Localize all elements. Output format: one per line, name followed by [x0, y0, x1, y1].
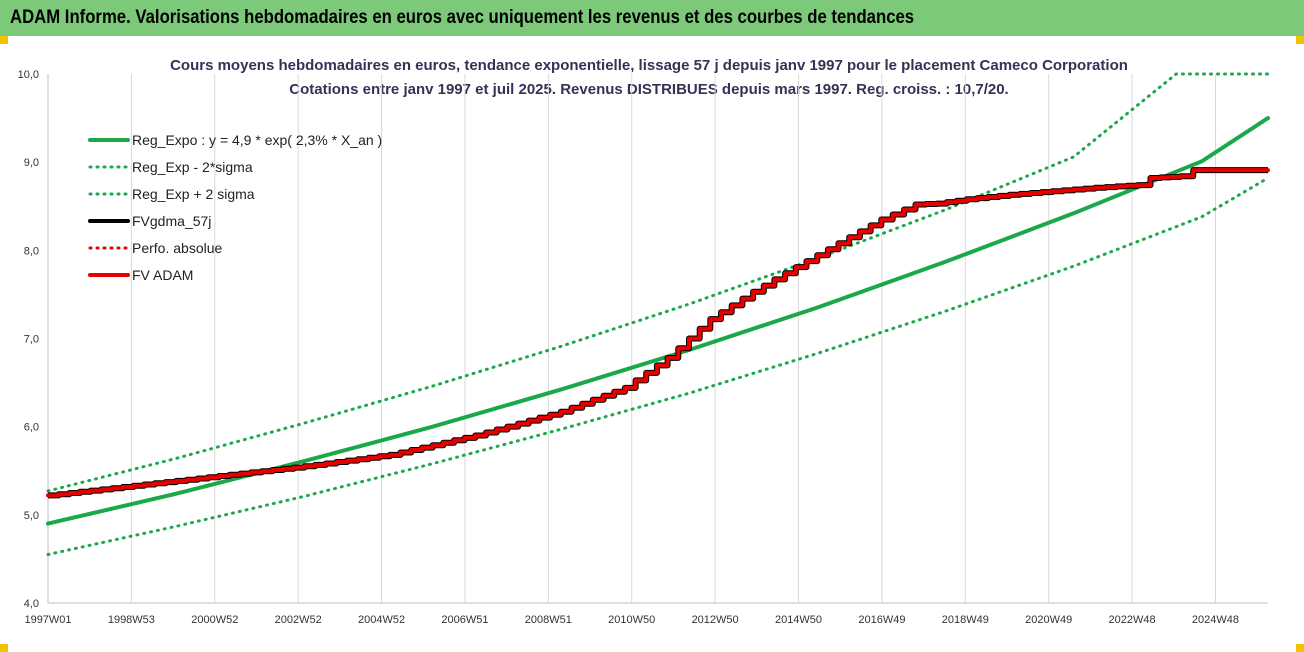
y-tick-label: 9,0: [24, 157, 39, 169]
series-line: [46, 116, 1270, 526]
series-group: [46, 72, 1270, 556]
x-tick-label: 2018W49: [942, 614, 989, 626]
y-tick-labels: 4,0 5,0 6,0 7,0 8,0 9,0 10,0: [18, 69, 39, 610]
x-tick-label: 2004W52: [358, 614, 405, 626]
x-tick-label: 2012W50: [692, 614, 739, 626]
x-tick-label: 2010W50: [608, 614, 655, 626]
x-tick-labels: 1997W01 1998W53 2000W52 2002W52 2004W52 2006W…: [24, 614, 1239, 626]
x-tick-label: 2024W48: [1192, 614, 1239, 626]
chart-title-line2: Cotations entre janv 1997 et juil 2025. …: [289, 81, 1008, 98]
y-tick-label: 5,0: [24, 510, 39, 522]
legend: Reg_Expo : y = 4,9 * exp( 2,3% * X_an ) R…: [88, 132, 382, 283]
x-tick-label: 2014W50: [775, 614, 822, 626]
legend-label: Reg_Expo : y = 4,9 * exp( 2,3% * X_an ): [132, 132, 382, 148]
axes: [47, 74, 1268, 604]
series-line: [46, 176, 1270, 556]
x-tick-label: 2002W52: [275, 614, 322, 626]
x-tick-label: 2000W52: [191, 614, 238, 626]
x-tick-label: 2022W48: [1109, 614, 1156, 626]
chart-frame: [0, 36, 1304, 652]
x-tick-label: 2020W49: [1025, 614, 1072, 626]
chart-title-line1: Cours moyens hebdomadaires en euros, ten…: [170, 57, 1128, 74]
legend-label: FV ADAM: [132, 267, 193, 283]
corner-marker: [1296, 36, 1304, 44]
legend-label: FVgdma_57j: [132, 213, 211, 229]
legend-label: Reg_Exp - 2*sigma: [132, 159, 253, 175]
corner-marker: [0, 36, 8, 44]
x-tick-label: 1998W53: [108, 614, 155, 626]
page-title: ADAM Informe. Valorisations hebdomadaire…: [10, 7, 915, 28]
x-tick-label: 2006W51: [441, 614, 488, 626]
x-tick-label: 2016W49: [858, 614, 905, 626]
grid: [47, 74, 1216, 603]
x-tick-label: 2008W51: [525, 614, 572, 626]
y-tick-label: 7,0: [24, 334, 39, 346]
y-tick-label: 8,0: [24, 245, 39, 257]
header-bar: ADAM Informe. Valorisations hebdomadaire…: [0, 0, 1304, 36]
corner-marker: [0, 644, 8, 652]
x-tick-label: 1997W01: [24, 614, 71, 626]
y-tick-label: 4,0: [24, 598, 39, 610]
legend-label: Reg_Exp + 2 sigma: [132, 186, 255, 202]
corner-marker: [1296, 644, 1304, 652]
series-line: [46, 168, 1270, 498]
y-tick-label: 6,0: [24, 422, 39, 434]
y-tick-label: 10,0: [18, 69, 39, 81]
chart: Cours moyens hebdomadaires en euros, ten…: [18, 57, 1270, 626]
legend-label: Perfo. absolue: [132, 240, 222, 256]
series-line: [48, 167, 1268, 499]
